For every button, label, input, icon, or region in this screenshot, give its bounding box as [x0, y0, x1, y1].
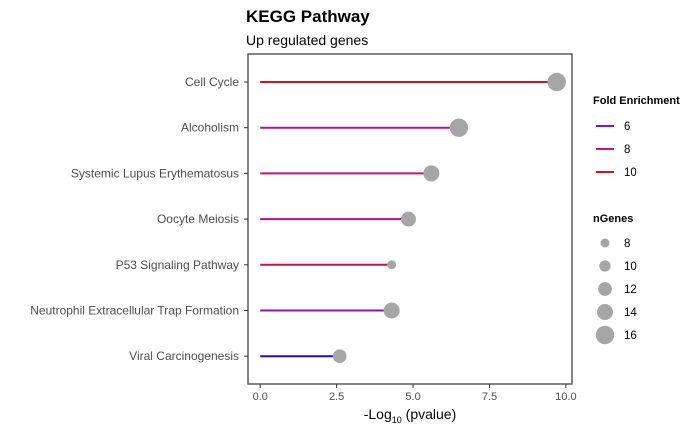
legend-ngenes-key-0: [600, 238, 610, 248]
x-axis-title-suffix: (pvalue): [402, 406, 456, 422]
point-2: [423, 165, 440, 182]
lollipop-segments: [260, 81, 557, 358]
legend-fold-title: Fold Enrichment: [593, 95, 680, 107]
legend-fold-label-2: 10: [624, 167, 637, 179]
legend-ngenes-key-2: [598, 282, 612, 296]
x-axis-title: -Log10 (pvalue): [364, 406, 457, 425]
legend-ngenes-title: nGenes: [593, 213, 633, 225]
legend-ngenes-label-0: 8: [624, 238, 630, 250]
legend-ngenes-key-3: [596, 303, 614, 321]
category-label-3: Oocyte Meiosis: [157, 212, 239, 226]
category-label-2: Systemic Lupus Erythematosus: [71, 166, 239, 180]
legend-ngenes-key-1: [599, 260, 611, 272]
legend-fold-label-1: 8: [624, 144, 630, 156]
x-axis-title-subscript: 10: [392, 415, 402, 425]
y-axis-labels: Cell Cycle Alcoholism Systemic Lupus Eryth…: [30, 75, 248, 363]
x-tick-label-0: 0.0: [253, 391, 268, 403]
lollipop-points: [332, 72, 566, 364]
point-1: [449, 118, 469, 137]
category-label-5: Neutrophil Extracellular Trap Formation: [30, 304, 239, 318]
x-tick-label-4: 10.0: [555, 391, 576, 403]
legend-ngenes: nGenes 8 10 12 14 16: [593, 213, 637, 345]
legend-ngenes-key-4: [595, 325, 615, 345]
category-label-1: Alcoholism: [181, 121, 239, 135]
chart-title: KEGG Pathway: [246, 7, 370, 26]
legend-ngenes-label-3: 14: [624, 307, 637, 319]
legend-fold-enrichment: Fold Enrichment 6 8 10: [593, 95, 680, 179]
x-axis-title-prefix: -Log: [364, 406, 392, 422]
point-4: [387, 260, 397, 270]
legend-fold-label-0: 6: [624, 121, 630, 133]
point-6: [332, 349, 347, 364]
x-axis: 0.0 2.5 5.0 7.5 10.0: [253, 384, 577, 403]
category-label-6: Viral Carcinogenesis: [129, 349, 239, 363]
legend-ngenes-label-1: 10: [624, 261, 637, 273]
x-tick-label-2: 5.0: [405, 391, 420, 403]
point-0: [547, 72, 566, 92]
category-label-0: Cell Cycle: [185, 75, 239, 89]
point-3: [401, 211, 416, 227]
x-tick-label-3: 7.5: [482, 391, 497, 403]
chart-subtitle: Up regulated genes: [246, 32, 368, 48]
legend-ngenes-label-2: 12: [624, 284, 637, 296]
x-tick-label-1: 2.5: [329, 391, 344, 403]
point-5: [383, 302, 400, 319]
legend-ngenes-label-4: 16: [624, 330, 637, 342]
category-label-4: P53 Signaling Pathway: [116, 258, 239, 272]
